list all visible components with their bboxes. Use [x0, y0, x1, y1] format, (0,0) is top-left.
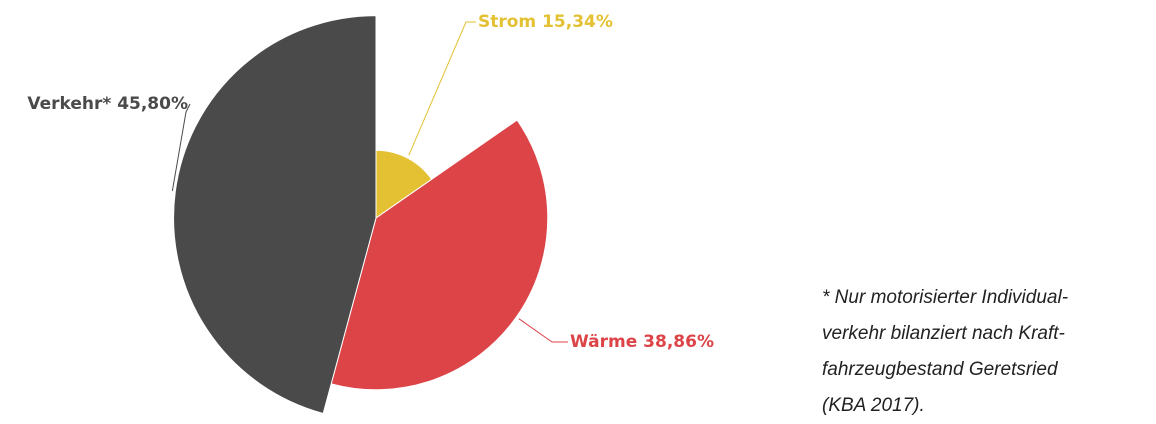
slice-name: Verkehr*	[27, 94, 111, 114]
slice-label: Wärme 38,86%	[570, 332, 714, 352]
slice-value: 38,86%	[643, 332, 714, 352]
pie-slice	[375, 149, 433, 219]
slice-label: Strom 15,34%	[478, 12, 613, 32]
footnote-line: fahrzeugbestand Geretsried	[822, 359, 1059, 380]
slice-name: Strom	[478, 12, 536, 32]
pie-slice	[173, 15, 377, 415]
leader-line	[518, 318, 568, 343]
leader-line	[171, 103, 191, 192]
footnote-line: * Nur motorisierter Individual-	[822, 287, 1068, 308]
footnote-line: (KBA 2017).	[822, 395, 925, 416]
pie-slice	[330, 119, 549, 391]
slice-label: Verkehr* 45,80%	[27, 94, 188, 114]
footnote-line: verkehr bilanziert nach Kraft-	[822, 323, 1065, 344]
slice-value: 45,80%	[117, 94, 188, 114]
footnote: * Nur motorisierter Individual-verkehr b…	[822, 287, 1068, 416]
slice-name: Wärme	[570, 332, 637, 352]
leader-line	[408, 21, 476, 156]
slice-value: 15,34%	[542, 12, 613, 32]
